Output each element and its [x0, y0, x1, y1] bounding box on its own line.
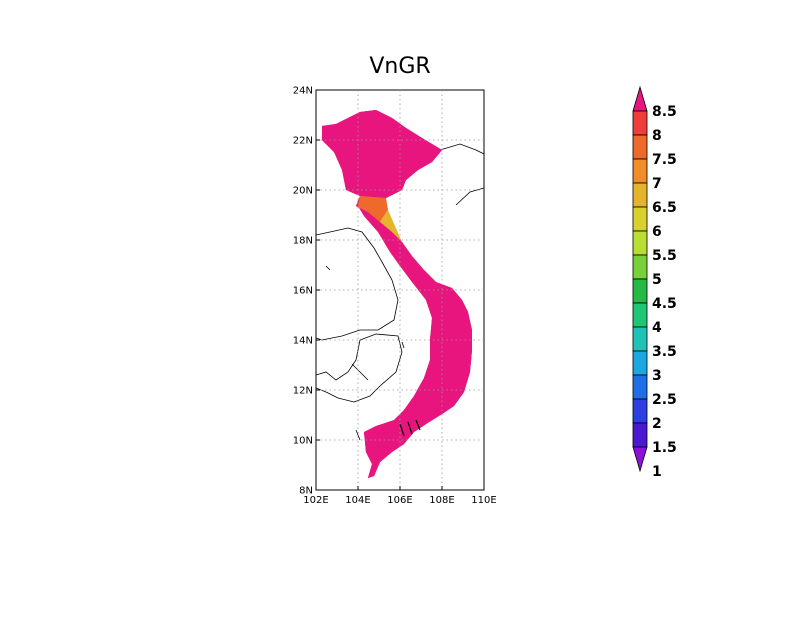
colorbar-label: 8: [652, 128, 662, 144]
colorbar-label: 4.5: [652, 296, 677, 312]
colorbar-label: 3.5: [652, 344, 677, 360]
colorbar-label: 7: [652, 176, 662, 192]
colorbar: 8.5 8 7.5 7 6.5 6 5.5 5 4.5 4 3.5 3 2.5 2 1.5 1: [632, 85, 677, 480]
colorbar-box: [632, 206, 648, 232]
cambodia-outline: [316, 333, 403, 403]
colorbar-box: [632, 302, 648, 328]
lon-tick-label: 102E: [303, 495, 328, 506]
colorbar-box: [632, 350, 648, 376]
laos-outline: [316, 227, 399, 341]
colorbar-label: 4: [652, 320, 662, 336]
colorbar-box: [632, 422, 648, 448]
lat-tick-label: 8N: [299, 486, 313, 497]
lon-tick-label: 110E: [471, 495, 496, 506]
lat-tick-label: 14N: [293, 336, 313, 347]
colorbar-box: [632, 182, 648, 208]
band-thanh-hoa: [356, 196, 388, 222]
colorbar-top-arrow: [632, 85, 648, 112]
axis-ticks: 102E 104E 106E 108E 110E 8N 10N 12N 14N 16N 18N 20N…: [293, 86, 497, 507]
lat-tick-label: 16N: [293, 286, 313, 297]
colorbar-box: [632, 134, 648, 160]
colorbar-box: [632, 278, 648, 304]
lon-tick-label: 104E: [345, 495, 370, 506]
coastline-fragments: [351, 143, 484, 441]
lat-tick-label: 18N: [293, 236, 313, 247]
colorbar-label: 3: [652, 368, 662, 384]
lon-tick-label: 106E: [387, 495, 412, 506]
colorbar-box: [632, 254, 648, 280]
mekong-mouths: [399, 419, 421, 437]
map-title: VnGR: [369, 54, 431, 79]
colorbar-label: 1.5: [652, 440, 677, 456]
colorbar-label: 5: [652, 272, 662, 288]
lat-tick-label: 20N: [293, 186, 313, 197]
lat-tick-label: 10N: [293, 436, 313, 447]
colorbar-box: [632, 158, 648, 184]
colorbar-box: [632, 398, 648, 424]
lat-tick-label: 24N: [293, 86, 313, 97]
lat-tick-label: 22N: [293, 136, 313, 147]
colorbar-label: 6: [652, 224, 662, 240]
islands: [325, 265, 405, 349]
map-content: [316, 90, 484, 490]
lat-tick-label: 12N: [293, 386, 313, 397]
lon-tick-label: 108E: [429, 495, 454, 506]
colorbar-label: 5.5: [652, 248, 677, 264]
colorbar-box: [632, 326, 648, 352]
colorbar-box: [632, 230, 648, 256]
colorbar-label: 2: [652, 416, 662, 432]
colorbar-bottom-arrow: [632, 446, 648, 473]
colorbar-label: 6.5: [652, 200, 677, 216]
colorbar-box: [632, 110, 648, 136]
colorbar-box: [632, 374, 648, 400]
colorbar-label: 1: [652, 464, 662, 480]
colorbar-label: 8.5: [652, 104, 677, 120]
grid-lines: [316, 90, 484, 490]
colorbar-label: 2.5: [652, 392, 677, 408]
colorbar-label: 7.5: [652, 152, 677, 168]
